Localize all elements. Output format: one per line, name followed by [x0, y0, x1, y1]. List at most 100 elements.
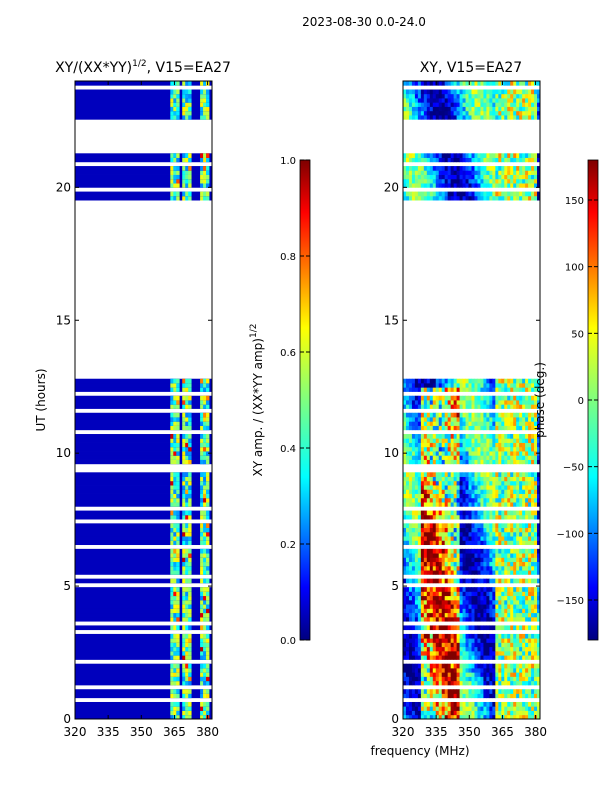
heatmap-cell [462, 451, 466, 456]
heatmap-cell [435, 446, 440, 452]
heatmap-cell [528, 497, 532, 503]
x-axis-label: frequency (MHz) [370, 744, 469, 758]
heatmap-cell [501, 480, 505, 486]
heatmap-cell [411, 561, 416, 567]
heatmap-cell [444, 701, 449, 707]
heatmap-cell [534, 633, 538, 639]
heatmap-cell [465, 170, 469, 175]
heatmap-cell [528, 612, 532, 618]
heatmap-cell [200, 672, 204, 677]
heatmap-cell [474, 459, 478, 465]
heatmap-cell [435, 672, 440, 677]
heatmap-cell [498, 553, 502, 558]
heatmap-cell [426, 93, 431, 99]
heatmap-cell [531, 595, 535, 601]
heatmap-cell [507, 404, 511, 409]
heatmap-cell [200, 382, 204, 388]
heatmap-cell [414, 191, 419, 197]
heatmap-cell [489, 595, 493, 601]
heatmap-cell [432, 489, 437, 494]
heatmap-cell [414, 382, 419, 388]
heatmap-cell [203, 102, 207, 107]
heatmap-row [75, 455, 212, 460]
heatmap-cell [531, 115, 535, 120]
heatmap-cell [432, 421, 437, 426]
heatmap-cell [403, 178, 407, 184]
heatmap-cell [483, 89, 487, 95]
heatmap-cell [462, 472, 466, 477]
heatmap-cell [173, 434, 177, 439]
heatmap-cell [516, 412, 520, 418]
heatmap-cell [453, 178, 458, 184]
heatmap-cell [173, 417, 177, 422]
heatmap-cell [477, 438, 481, 443]
heatmap-cell [474, 510, 478, 516]
heatmap-cell [426, 81, 431, 86]
heatmap-cell [170, 476, 174, 482]
heatmap-cell [474, 98, 478, 103]
heatmap-cell [444, 459, 449, 465]
heatmap-cell [408, 642, 413, 648]
heatmap-cell [528, 608, 532, 614]
heatmap-cell [173, 421, 177, 426]
heatmap-cell [200, 451, 204, 456]
heatmap-cell [534, 387, 538, 392]
heatmap-cell [182, 421, 186, 426]
heatmap-cell [170, 412, 174, 418]
heatmap-cell [408, 174, 413, 180]
heatmap-cell [435, 548, 440, 554]
heatmap-row [75, 93, 212, 99]
heatmap-cell [203, 565, 207, 571]
heatmap-cell [525, 174, 529, 180]
heatmap-cell [516, 442, 520, 448]
heatmap-cell [453, 378, 458, 384]
heatmap-cell [474, 400, 478, 405]
heatmap-cell [447, 595, 452, 601]
heatmap-cell [420, 191, 425, 197]
heatmap-cell [459, 689, 463, 694]
heatmap-cell [516, 485, 520, 490]
heatmap-cell [185, 170, 189, 175]
heatmap-cell [471, 425, 475, 431]
heatmap-cell [495, 646, 499, 652]
heatmap-cell [423, 608, 428, 614]
heatmap-cell [471, 706, 475, 711]
heatmap-row [75, 557, 212, 563]
heatmap-cell [474, 446, 478, 452]
heatmap-cell [188, 650, 192, 656]
heatmap-cell [498, 642, 502, 648]
heatmap-cell [185, 382, 189, 388]
heatmap-cell [417, 497, 422, 503]
heatmap-cell [483, 633, 487, 639]
heatmap-cell [206, 93, 210, 99]
heatmap-cell [531, 714, 535, 719]
heatmap-cell [489, 527, 493, 533]
heatmap-cell [471, 565, 475, 571]
heatmap-cell [423, 382, 428, 388]
heatmap-cell [492, 417, 496, 422]
heatmap-cell [206, 425, 210, 431]
heatmap-cell [408, 557, 413, 563]
heatmap-cell [200, 98, 204, 103]
heatmap-cell [507, 191, 511, 197]
heatmap-cell [453, 442, 458, 448]
heatmap-cell [182, 455, 186, 460]
heatmap-cell [417, 378, 422, 384]
heatmap-cell [525, 612, 529, 618]
heatmap-cell [468, 89, 472, 95]
heatmap-row [75, 191, 212, 197]
heatmap-cell [504, 115, 508, 120]
heatmap-cell [528, 587, 532, 592]
heatmap-cell [417, 191, 422, 197]
heatmap-cell [471, 608, 475, 614]
heatmap-cell [417, 153, 422, 158]
heatmap-cell [411, 400, 416, 405]
heatmap-cell [447, 561, 452, 567]
heatmap-cell [522, 455, 526, 460]
heatmap-cell [203, 434, 207, 439]
heatmap-cell [483, 455, 487, 460]
heatmap-cell [403, 106, 407, 112]
heatmap-row [75, 710, 212, 716]
heatmap-cell [435, 650, 440, 656]
heatmap-cell [176, 93, 180, 99]
